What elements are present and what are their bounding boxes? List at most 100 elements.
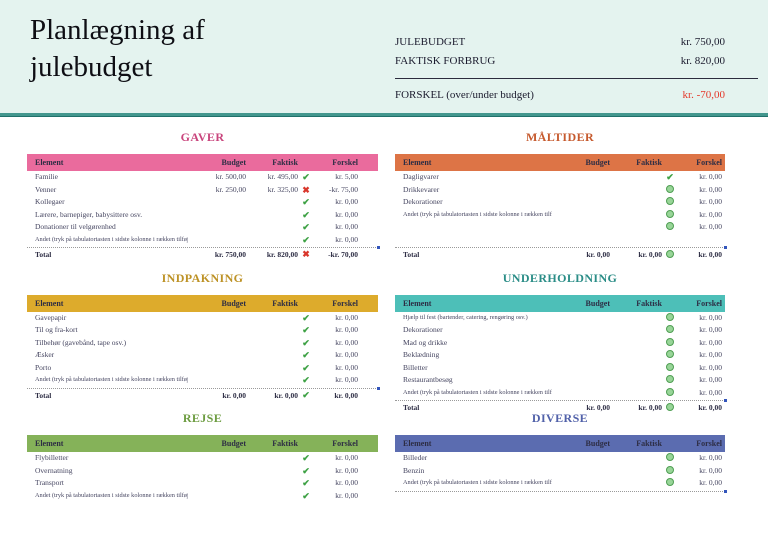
element-cell[interactable]: Beklædning [403, 350, 440, 359]
budget-cell[interactable] [552, 387, 610, 400]
faktisk-cell[interactable] [610, 312, 662, 325]
total-faktisk-cell[interactable]: kr. 820,00 [266, 250, 298, 259]
faktisk-cell[interactable] [610, 184, 662, 197]
budget-cell[interactable] [552, 312, 610, 325]
element-cell[interactable]: Tilbehør (gavebånd, tape osv.) [35, 337, 127, 347]
faktisk-cell[interactable] [610, 337, 662, 350]
element-cell[interactable]: Benzin [403, 465, 425, 475]
budget-cell[interactable] [188, 221, 246, 234]
budget-cell[interactable] [552, 184, 610, 197]
table-resize-handle[interactable] [724, 399, 727, 402]
element-cell[interactable]: Dekorationer [403, 197, 443, 206]
forskel-cell[interactable]: kr. 0,00 [335, 375, 358, 384]
table-resize-handle[interactable] [377, 386, 380, 390]
budget-cell[interactable] [188, 465, 246, 478]
forskel-cell[interactable]: kr. 0,00 [335, 453, 358, 462]
faktisk-cell[interactable] [610, 171, 662, 184]
forskel-cell[interactable]: kr. 0,00 [335, 465, 358, 475]
faktisk-cell[interactable] [246, 324, 298, 337]
forskel-cell[interactable]: kr. 0,00 [335, 478, 358, 487]
forskel-cell[interactable]: kr. 0,00 [699, 465, 722, 475]
element-cell[interactable]: Andet (tryk på tabulatortasten i sidste … [35, 376, 188, 383]
budget-cell[interactable] [188, 337, 246, 350]
faktisk-cell[interactable] [610, 477, 662, 490]
faktisk-cell[interactable] [246, 374, 298, 387]
forskel-cell[interactable]: kr. 0,00 [699, 197, 722, 206]
julebudget-value[interactable]: kr. 750,00 [680, 36, 725, 48]
faktisk-cell[interactable] [246, 312, 298, 325]
element-cell[interactable]: Flybilletter [35, 453, 69, 462]
element-cell[interactable]: Mad og drikke [403, 337, 448, 347]
forskel-cell[interactable]: kr. 0,00 [699, 172, 722, 181]
faktisk-cell[interactable] [246, 362, 298, 375]
total-budget-cell[interactable]: kr. 0,00 [586, 250, 610, 259]
budget-cell[interactable] [188, 490, 246, 503]
forskel-cell[interactable]: -kr. 75,00 [329, 184, 358, 194]
total-forskel-cell[interactable]: kr. 0,00 [698, 403, 722, 412]
forskel-cell[interactable]: kr. 0,00 [335, 312, 358, 322]
forskel-cell[interactable]: kr. 0,00 [335, 350, 358, 359]
budget-cell[interactable] [552, 349, 610, 362]
forskel-cell[interactable]: kr. 5,00 [335, 172, 358, 181]
forskel-cell[interactable]: kr. 0,00 [699, 222, 722, 231]
faktisk-cell[interactable] [610, 221, 662, 234]
forskel-cell[interactable]: kr. 0,00 [335, 209, 358, 219]
element-cell[interactable]: Billeder [403, 453, 428, 462]
budget-cell[interactable] [188, 374, 246, 387]
element-cell[interactable]: Venner [35, 184, 57, 194]
budget-cell[interactable] [188, 362, 246, 375]
forskel-cell[interactable]: kr. 0,00 [699, 312, 722, 322]
total-label-cell[interactable]: Total [35, 390, 52, 400]
element-cell[interactable]: Donationer til velgørenhed [35, 222, 116, 231]
total-forskel-cell[interactable]: kr. 0,00 [698, 250, 722, 259]
element-cell[interactable]: Andet (tryk på tabulatortasten i sidste … [403, 479, 552, 486]
budget-cell[interactable] [188, 209, 246, 222]
faktisk-cell[interactable] [246, 452, 298, 465]
element-cell[interactable]: Transport [35, 478, 64, 487]
budget-cell[interactable] [552, 452, 610, 465]
forskel-cell[interactable]: kr. 0,00 [699, 375, 722, 384]
element-cell[interactable]: Til og fra-kort [35, 325, 78, 334]
forskel-cell[interactable]: kr. 0,00 [699, 337, 722, 347]
faktisk-cell[interactable] [246, 337, 298, 350]
forskel-cell[interactable]: kr. 0,00 [335, 490, 358, 500]
faktisk-cell[interactable] [610, 374, 662, 387]
budget-cell[interactable] [552, 209, 610, 222]
element-cell[interactable]: Andet (tryk på tabulatortasten i sidste … [403, 210, 552, 218]
forskel-cell[interactable]: kr. 0,00 [335, 325, 358, 334]
budget-cell[interactable] [552, 171, 610, 184]
faktisk-cell[interactable] [246, 490, 298, 503]
element-cell[interactable]: Andet (tryk på tabulatortasten i sidste … [35, 491, 188, 499]
total-budget-cell[interactable]: kr. 0,00 [586, 403, 610, 412]
budget-cell[interactable] [552, 221, 610, 234]
total-faktisk-cell[interactable]: kr. 0,00 [638, 250, 662, 259]
table-resize-handle[interactable] [377, 246, 380, 249]
total-faktisk-cell[interactable]: kr. 0,00 [274, 390, 298, 400]
budget-cell[interactable] [552, 477, 610, 490]
faktisk-cell[interactable] [610, 349, 662, 362]
faktisk-forbrug-value[interactable]: kr. 820,00 [680, 55, 725, 67]
faktisk-cell[interactable]: kr. 325,00 [267, 184, 298, 194]
faktisk-cell[interactable] [610, 324, 662, 337]
budget-cell[interactable] [552, 324, 610, 337]
forskel-cell[interactable]: kr. 0,00 [699, 387, 722, 397]
forskel-cell[interactable]: kr. 0,00 [335, 362, 358, 372]
forskel-cell[interactable]: kr. 0,00 [335, 197, 358, 206]
forskel-cell[interactable]: kr. 0,00 [699, 184, 722, 194]
budget-cell[interactable] [552, 362, 610, 375]
element-cell[interactable]: Billetter [403, 362, 428, 372]
element-cell[interactable]: Dagligvarer [403, 172, 439, 181]
budget-cell[interactable] [552, 374, 610, 387]
total-label-cell[interactable]: Total [403, 250, 420, 259]
faktisk-cell[interactable] [246, 196, 298, 209]
total-faktisk-cell[interactable]: kr. 0,00 [638, 403, 662, 412]
total-forskel-cell[interactable]: kr. 0,00 [334, 390, 358, 400]
faktisk-cell[interactable] [610, 362, 662, 375]
faktisk-cell[interactable] [610, 452, 662, 465]
budget-cell[interactable] [188, 312, 246, 325]
forskel-cell[interactable]: kr. 0,00 [699, 362, 722, 372]
faktisk-cell[interactable] [246, 221, 298, 234]
budget-cell[interactable]: kr. 500,00 [215, 172, 246, 181]
forskel-cell[interactable]: kr. 0,00 [699, 453, 722, 462]
budget-cell[interactable] [552, 196, 610, 209]
